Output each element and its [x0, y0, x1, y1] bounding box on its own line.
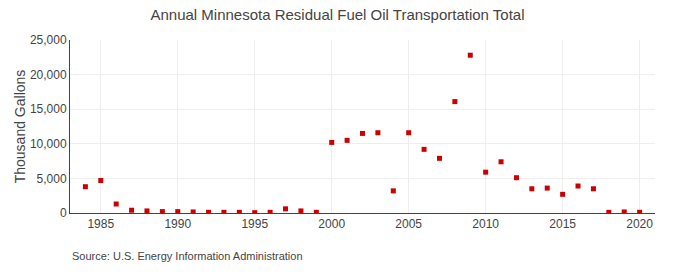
svg-text:2005: 2005 — [395, 217, 422, 231]
svg-text:10,000: 10,000 — [30, 137, 67, 151]
svg-text:0: 0 — [60, 206, 67, 220]
svg-text:25,000: 25,000 — [30, 33, 67, 47]
svg-text:Source: U.S. Energy Informatio: Source: U.S. Energy Information Administ… — [72, 250, 303, 262]
svg-text:Annual Minnesota Residual Fuel: Annual Minnesota Residual Fuel Oil Trans… — [150, 6, 524, 23]
svg-text:20,000: 20,000 — [30, 68, 67, 82]
svg-text:1990: 1990 — [164, 217, 191, 231]
svg-text:Thousand Gallons: Thousand Gallons — [12, 70, 28, 184]
svg-text:5,000: 5,000 — [37, 172, 67, 186]
svg-text:1995: 1995 — [241, 217, 268, 231]
svg-text:1985: 1985 — [87, 217, 114, 231]
svg-text:2010: 2010 — [472, 217, 499, 231]
svg-text:15,000: 15,000 — [30, 102, 67, 116]
svg-text:2000: 2000 — [318, 217, 345, 231]
svg-text:2015: 2015 — [549, 217, 576, 231]
svg-text:2020: 2020 — [626, 217, 653, 231]
